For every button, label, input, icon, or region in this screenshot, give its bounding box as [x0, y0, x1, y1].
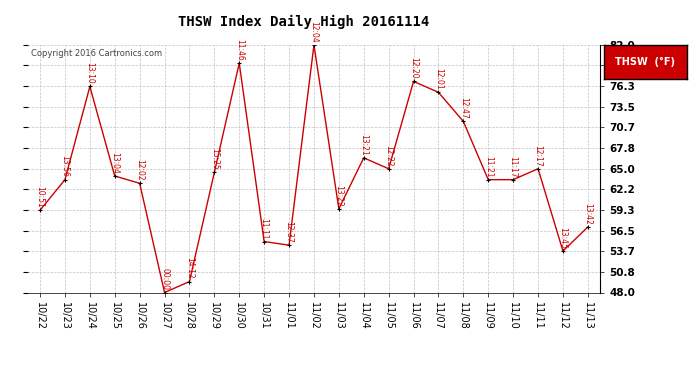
Point — [59, 177, 70, 183]
Point — [508, 177, 519, 183]
Text: 13:04: 13:04 — [110, 152, 119, 174]
Text: 10:51: 10:51 — [36, 186, 45, 208]
Point — [209, 170, 220, 176]
Point — [408, 78, 419, 84]
Text: 12:04: 12:04 — [309, 21, 319, 42]
Point — [383, 166, 394, 172]
Text: 11:46: 11:46 — [235, 39, 244, 61]
Text: 13:21: 13:21 — [359, 134, 368, 155]
Point — [134, 180, 145, 186]
Point — [582, 224, 593, 230]
Text: 13:56: 13:56 — [61, 155, 70, 177]
Text: 12:20: 12:20 — [409, 57, 418, 79]
Text: 14:12: 14:12 — [185, 258, 194, 279]
Point — [184, 279, 195, 285]
Point — [159, 290, 170, 296]
Text: 12:17: 12:17 — [533, 145, 542, 166]
Text: 11:21: 11:21 — [484, 156, 493, 177]
Text: 13:45: 13:45 — [558, 226, 567, 249]
Text: 12:37: 12:37 — [284, 221, 293, 243]
Point — [284, 242, 295, 248]
Point — [259, 238, 270, 244]
Point — [458, 118, 469, 124]
Point — [558, 248, 569, 254]
Text: 12:02: 12:02 — [135, 159, 144, 181]
Text: 15:25: 15:25 — [210, 148, 219, 170]
Point — [234, 60, 245, 66]
Point — [433, 89, 444, 95]
Text: 12:01: 12:01 — [434, 68, 443, 90]
Text: 12:47: 12:47 — [459, 97, 468, 119]
Point — [34, 207, 46, 213]
Text: 13:42: 13:42 — [583, 203, 592, 225]
Point — [483, 177, 494, 183]
Text: 00:00: 00:00 — [160, 268, 169, 290]
Point — [308, 42, 319, 48]
Point — [84, 84, 95, 90]
Point — [333, 206, 344, 212]
Text: 13:10: 13:10 — [86, 62, 95, 84]
Text: 12:22: 12:22 — [384, 145, 393, 166]
Text: 11:11: 11:11 — [259, 217, 268, 239]
Text: THSW  (°F): THSW (°F) — [615, 57, 675, 67]
Point — [109, 173, 120, 179]
Point — [358, 155, 369, 161]
Text: 13:22: 13:22 — [335, 184, 344, 206]
Text: THSW Index Daily High 20161114: THSW Index Daily High 20161114 — [178, 15, 429, 29]
Point — [533, 166, 544, 172]
Text: 11:17: 11:17 — [509, 156, 518, 177]
Text: Copyright 2016 Cartronics.com: Copyright 2016 Cartronics.com — [31, 49, 162, 58]
